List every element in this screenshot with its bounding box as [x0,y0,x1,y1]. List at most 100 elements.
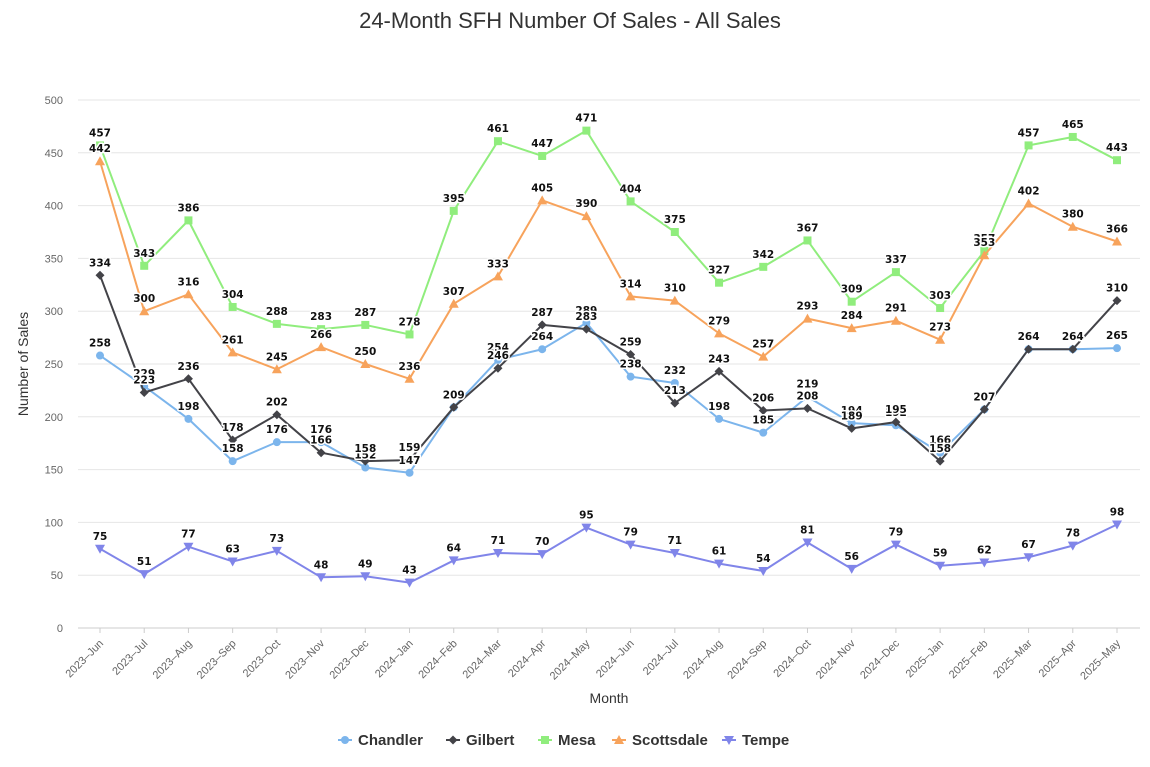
data-point-chandler [1113,344,1121,353]
data-label-mesa: 304 [222,289,244,301]
data-label-mesa: 457 [89,127,111,139]
data-point-tempe [492,549,503,559]
legend-item-mesa[interactable]: Mesa [538,732,596,749]
legend-item-scottsdale[interactable]: Scottsdale [612,732,708,749]
data-point-gilbert [139,388,149,398]
data-label-mesa: 309 [841,284,863,296]
series-line-gilbert [99,274,1118,463]
y-tick-label: 350 [45,253,63,265]
data-label-chandler: 198 [708,401,730,413]
data-label-tempe: 79 [889,527,904,539]
legend-label-gilbert: Gilbert [466,732,514,749]
data-label-scottsdale: 405 [531,182,553,194]
y-axis-ticks: 0 50 100 150 200 250 300 350 400 450 500 [45,95,63,635]
data-label-gilbert: 236 [177,361,199,373]
data-point-gilbert [581,324,591,334]
data-point-chandler [272,438,281,447]
data-point-gilbert [493,363,503,373]
data-label-gilbert: 159 [399,442,421,454]
data-label-chandler: 289 [575,305,597,317]
x-tick-label: 2024–Mar [461,637,505,681]
data-label-tempe: 71 [491,535,506,547]
series-line-scottsdale [99,160,1118,380]
data-label-scottsdale: 442 [89,143,111,155]
data-point-chandler [626,372,635,381]
data-label-chandler: 158 [222,443,244,455]
series-mesa [96,126,1121,339]
data-point-scottsdale [935,334,946,344]
data-point-chandler [361,463,370,472]
x-tick-label: 2024–Jun [594,638,637,681]
data-point-chandler [405,468,414,477]
legend-item-tempe[interactable]: Tempe [722,732,789,749]
data-point-gilbert [847,423,857,433]
data-label-scottsdale: 273 [929,322,951,334]
data-label-scottsdale: 245 [266,351,288,363]
y-tick-label: 150 [45,465,63,477]
data-point-tempe [404,578,415,588]
data-label-tempe: 70 [535,536,550,548]
legend-marker-chandler [341,736,349,744]
series [95,126,1122,588]
data-label-gilbert: 207 [973,391,995,403]
legend-label-mesa: Mesa [558,732,596,749]
data-label-tempe: 49 [358,558,373,570]
data-label-tempe: 71 [668,535,683,547]
data-label-scottsdale: 293 [797,301,819,313]
data-point-mesa [96,141,104,150]
data-point-scottsdale [802,313,813,323]
data-label-tempe: 48 [314,559,329,571]
series-line-mesa [99,129,1118,336]
data-point-scottsdale [714,328,725,338]
data-point-chandler [847,419,856,428]
data-point-gilbert [891,417,901,427]
data-point-scottsdale [139,306,150,316]
data-label-tempe: 62 [977,545,992,557]
data-label-mesa: 443 [1106,142,1128,154]
legend-item-chandler[interactable]: Chandler [338,732,423,749]
data-point-scottsdale [183,289,194,299]
data-point-mesa [626,197,635,206]
data-point-tempe [271,546,282,556]
data-point-tempe [669,549,680,559]
data-labels: 258 229 198 158 176 176 152 147 209 254 264 289 238 2… [88,111,1130,578]
data-point-tempe [139,570,150,580]
x-tick-label: 2023–Aug [151,638,195,682]
x-axis-ticks: 2023–Jun 2023–Jul 2023–Aug 2023–Sep 2023–Oct… [63,628,1123,682]
series-scottsdale [95,156,1122,383]
data-label-chandler: 264 [1062,331,1084,343]
data-point-chandler [759,428,768,437]
data-label-tempe: 54 [756,553,771,565]
data-label-chandler: 194 [841,405,863,417]
legend-item-gilbert[interactable]: Gilbert [446,732,514,749]
data-point-gilbert [935,456,945,466]
data-label-gilbert: 166 [310,435,332,447]
data-label-mesa: 404 [620,183,642,195]
y-tick-label: 400 [45,201,63,213]
data-label-scottsdale: 266 [310,329,332,341]
x-tick-label: 2024–Apr [506,637,548,679]
x-tick-label: 2023–Oct [241,638,283,680]
x-tick-label: 2024–Sep [725,638,769,682]
data-point-scottsdale [581,211,592,221]
data-point-scottsdale [1067,221,1078,231]
data-label-chandler: 176 [310,424,332,436]
x-tick-label: 2025–Mar [991,637,1035,681]
data-point-chandler [803,392,812,401]
data-label-mesa: 327 [708,265,730,277]
data-point-mesa [317,325,326,334]
data-label-chandler: 207 [973,391,995,403]
y-tick-label: 100 [45,517,63,529]
data-point-tempe [183,542,194,552]
data-point-gilbert [979,404,989,414]
data-point-tempe [95,544,105,554]
data-point-scottsdale [95,156,105,166]
y-tick-label: 50 [51,570,63,582]
data-label-tempe: 61 [712,546,727,558]
data-label-scottsdale: 310 [664,283,686,295]
data-point-scottsdale [492,271,503,281]
series-line-tempe [99,523,1118,584]
data-point-gilbert [228,435,238,445]
legend-label-tempe: Tempe [742,732,789,749]
data-label-mesa: 303 [929,290,951,302]
